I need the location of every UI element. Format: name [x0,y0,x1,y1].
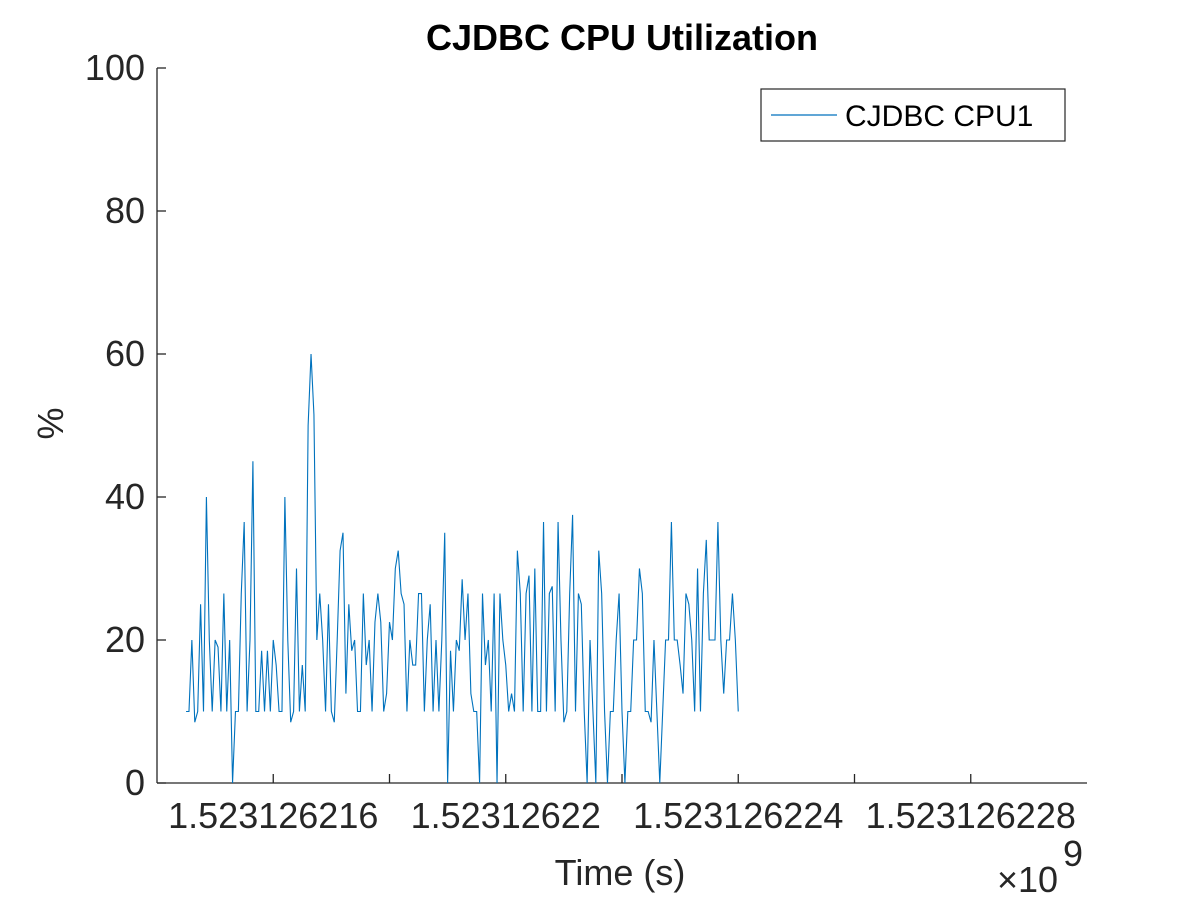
x-tick-label: 1.523126224 [633,795,843,836]
legend: CJDBC CPU1 [760,88,1066,142]
y-axis-label: % [30,407,71,439]
y-tick-label: 40 [105,476,145,517]
x-tick-label: 1.523126216 [168,795,378,836]
x-tick-label: 1.523126228 [866,795,1076,836]
y-tick-label: 0 [125,762,145,803]
axes [156,67,1087,784]
x-exponent-power: 9 [1063,833,1083,874]
y-tick-label: 60 [105,333,145,374]
x-axis-label: Time (s) [555,852,686,893]
legend-entry-label: CJDBC CPU1 [845,100,1033,133]
y-tick-label: 80 [105,190,145,231]
y-tick-label: 20 [105,619,145,660]
y-tick-label: 100 [85,47,145,88]
x-tick-label: 1.52312622 [411,795,601,836]
data-marks [186,353,739,784]
series-line-0 [186,353,739,784]
x-exponent-label: ×10 [997,859,1058,900]
chart-labels: 0 20 40 60 80 100 1.523126216 1.52312622 1.52312… [30,17,1083,900]
chart-title: CJDBC CPU Utilization [426,17,818,58]
